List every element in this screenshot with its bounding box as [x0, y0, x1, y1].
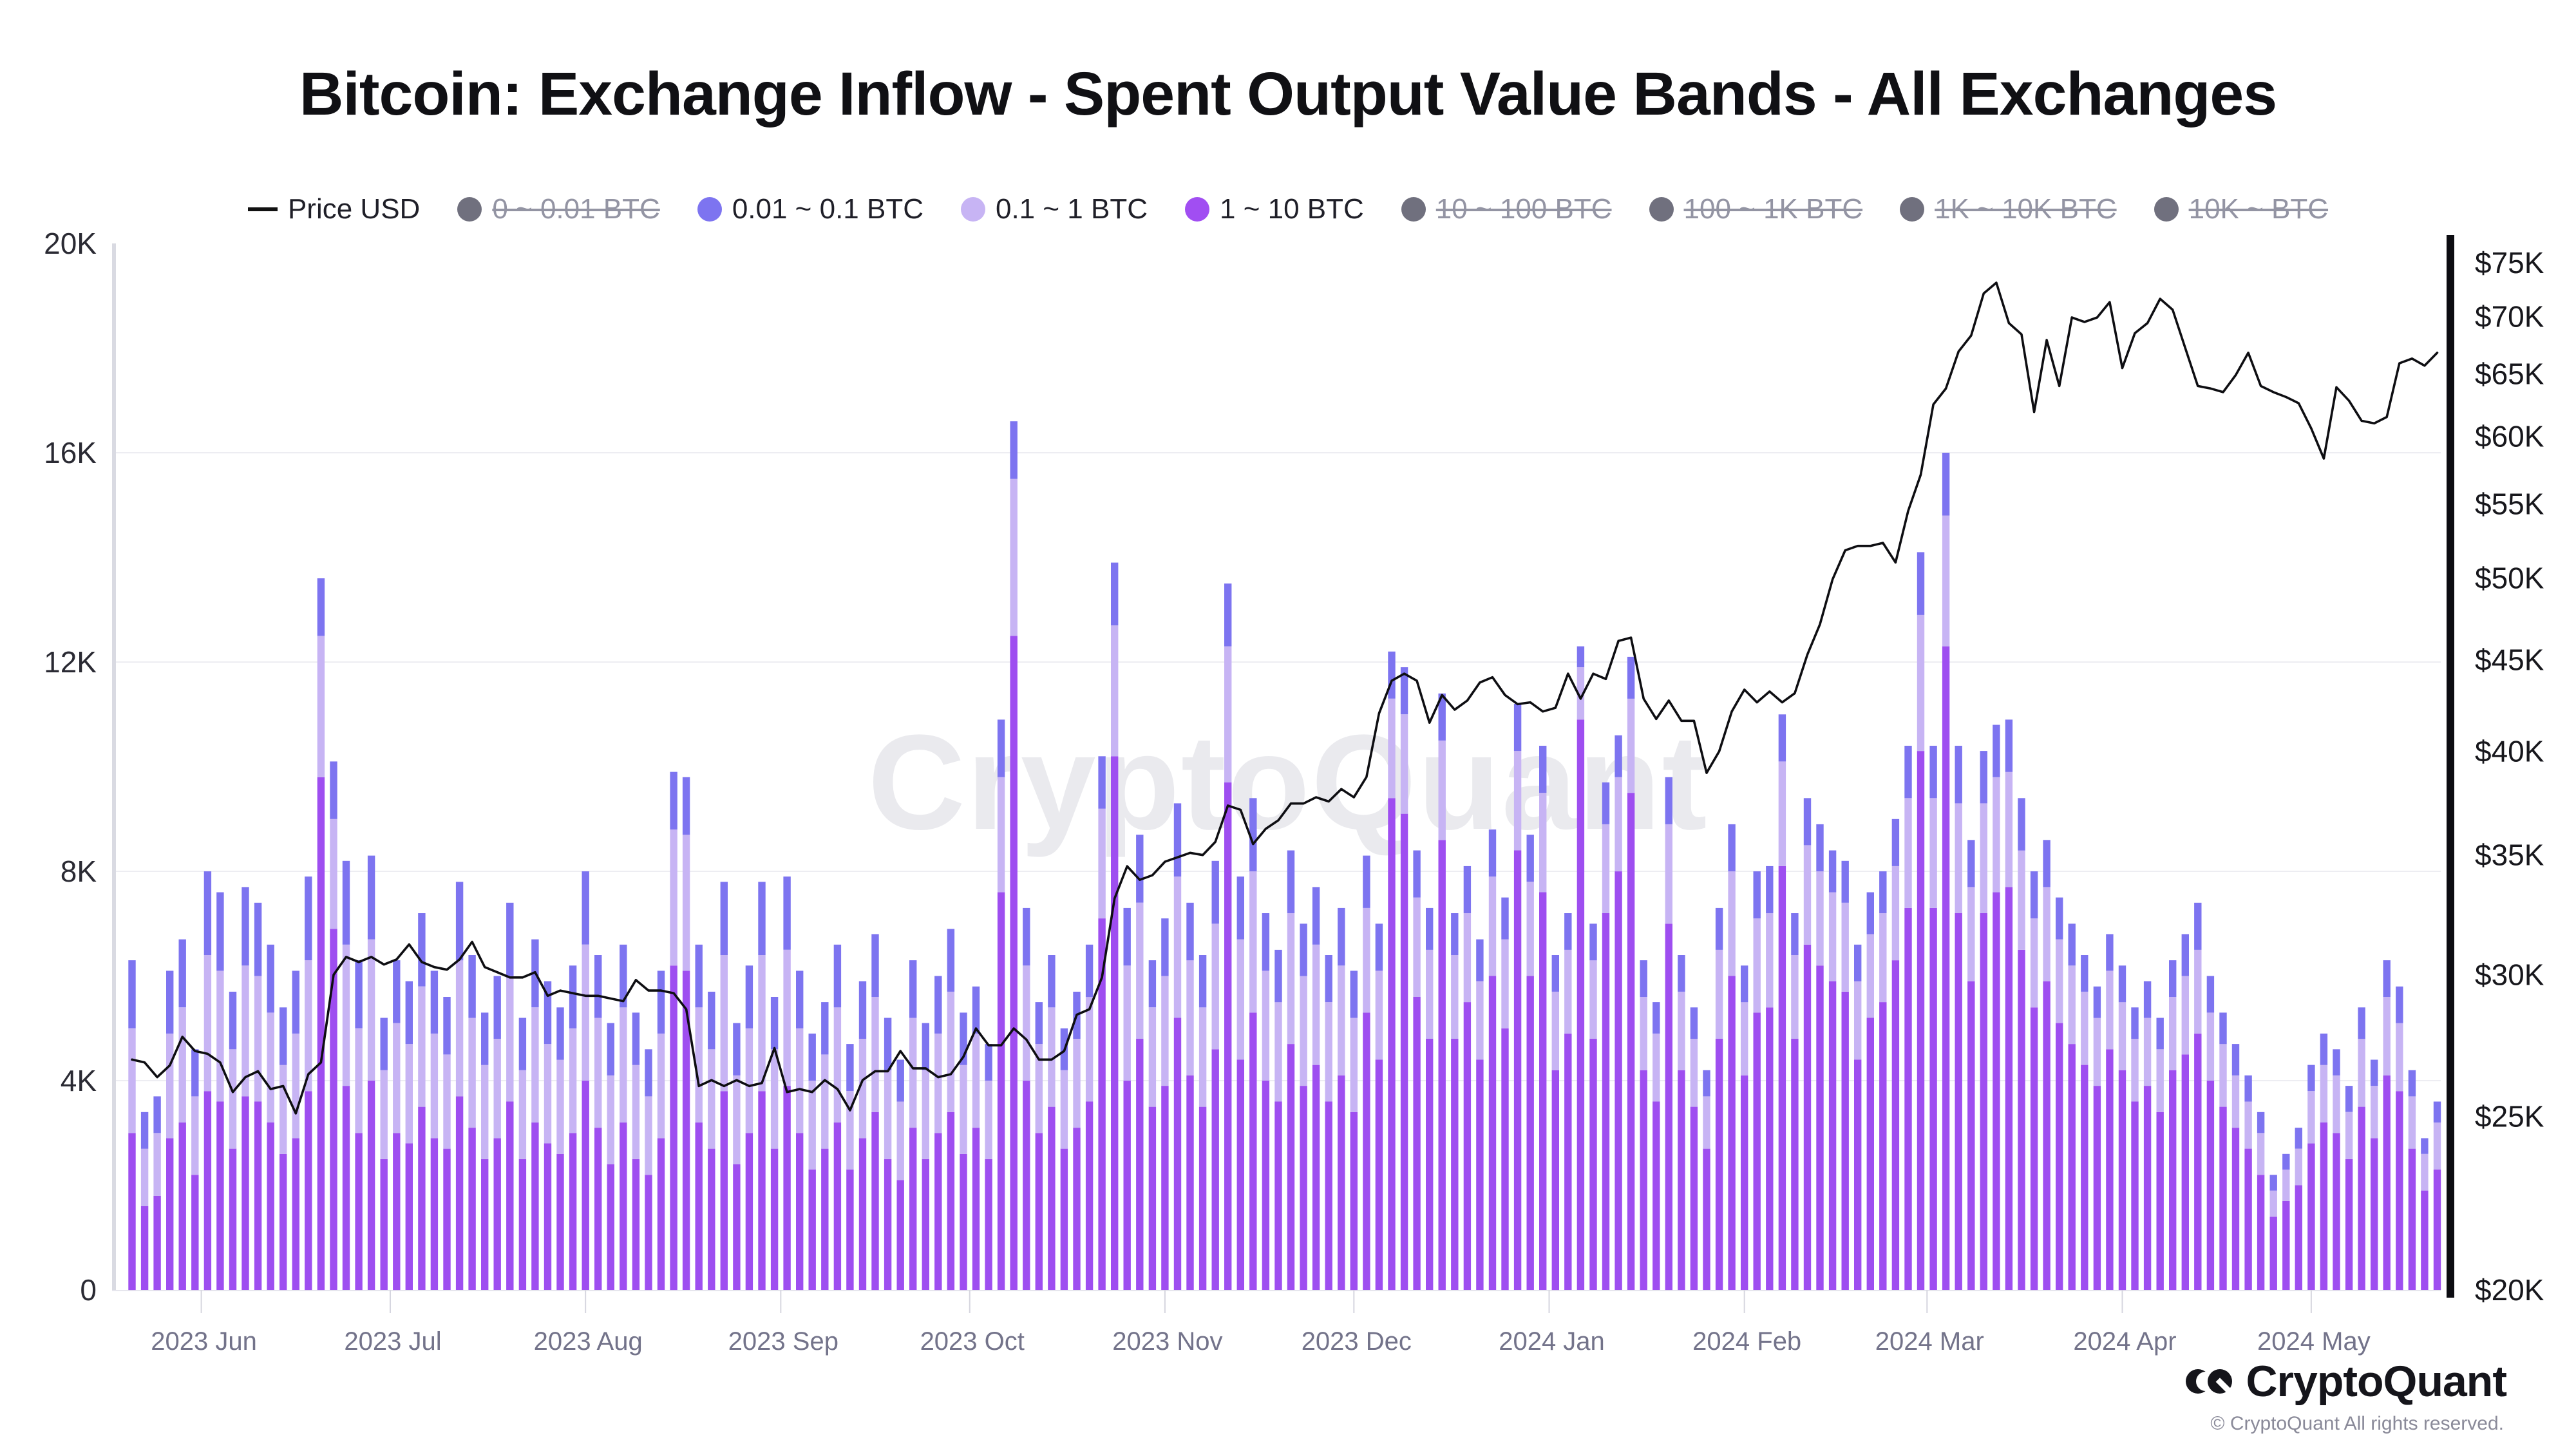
- svg-text:$50K: $50K: [2475, 561, 2544, 594]
- legend-item-2[interactable]: 0.1 ~ 1 BTC: [960, 193, 1148, 225]
- legend-label: 0.01 ~ 0.1 BTC: [732, 193, 923, 225]
- svg-text:2023 Jul: 2023 Jul: [344, 1327, 441, 1356]
- legend-label: 100 ~ 1K BTC: [1683, 193, 1863, 225]
- svg-text:4K: 4K: [61, 1064, 97, 1097]
- svg-text:2023 Aug: 2023 Aug: [534, 1327, 643, 1356]
- svg-text:2023 Jun: 2023 Jun: [151, 1327, 257, 1356]
- price-line[interactable]: [131, 281, 2439, 1115]
- svg-text:2024 Jan: 2024 Jan: [1499, 1327, 1605, 1356]
- svg-text:2023 Nov: 2023 Nov: [1112, 1327, 1222, 1356]
- footer: CryptoQuant © CryptoQuant All rights res…: [2185, 1356, 2507, 1435]
- svg-text:$25K: $25K: [2475, 1100, 2544, 1133]
- legend-label: Price USD: [287, 193, 421, 225]
- svg-text:0: 0: [80, 1273, 97, 1307]
- svg-text:$45K: $45K: [2475, 643, 2544, 676]
- svg-text:$55K: $55K: [2475, 487, 2544, 520]
- svg-text:$70K: $70K: [2475, 299, 2544, 333]
- left-axis-labels: 0 4K 8K 12K 16K 20K: [44, 227, 97, 1307]
- legend-label: 1 ~ 10 BTC: [1220, 193, 1364, 225]
- svg-text:$20K: $20K: [2475, 1273, 2544, 1307]
- svg-text:20K: 20K: [44, 227, 97, 260]
- legend-item-4[interactable]: 10 ~ 100 BTC: [1401, 193, 1612, 225]
- legend-item-0[interactable]: 0 ~ 0.01 BTC: [457, 193, 660, 225]
- legend-dot-icon: [2154, 197, 2179, 222]
- legend-item-1[interactable]: 0.01 ~ 0.1 BTC: [697, 193, 923, 225]
- svg-text:$40K: $40K: [2475, 735, 2544, 768]
- svg-text:$30K: $30K: [2475, 958, 2544, 992]
- svg-text:16K: 16K: [44, 436, 97, 469]
- svg-text:2024 May: 2024 May: [2257, 1327, 2371, 1356]
- legend-item-5[interactable]: 100 ~ 1K BTC: [1649, 193, 1863, 225]
- legend-label: 0.1 ~ 1 BTC: [995, 193, 1148, 225]
- svg-text:2023 Oct: 2023 Oct: [920, 1327, 1025, 1356]
- legend-dot-icon: [1401, 197, 1426, 222]
- legend-dot-icon: [1649, 197, 1674, 222]
- legend-label: 10K ~ BTC: [2188, 193, 2329, 225]
- legend-item-3[interactable]: 1 ~ 10 BTC: [1185, 193, 1364, 225]
- left-axis-line: [112, 243, 116, 1290]
- brand-name: CryptoQuant: [2246, 1357, 2507, 1406]
- legend-dot-icon: [1185, 197, 1209, 222]
- x-axis: 2023 Jun 2023 Jul 2023 Aug 2023 Sep 2023 Oct…: [151, 1290, 2371, 1356]
- legend-item-7[interactable]: 10K ~ BTC: [2154, 193, 2328, 225]
- copyright-text: © CryptoQuant All rights reserved.: [2210, 1413, 2504, 1434]
- svg-text:$60K: $60K: [2475, 419, 2544, 453]
- series-0-1-1-btc[interactable]: [128, 478, 2441, 1217]
- legend-dot-icon: [960, 197, 985, 222]
- legend: Price USD 0 ~ 0.01 BTC 0.01 ~ 0.1 BTC 0.1 ~…: [0, 193, 2576, 225]
- right-axis-labels: $20K $25K $30K $35K $40K $45K $50K $55K $60K $65K…: [2475, 246, 2544, 1307]
- legend-item-6[interactable]: 1K ~ 10K BTC: [1900, 193, 2117, 225]
- legend-label: 1K ~ 10K BTC: [1935, 193, 2117, 225]
- legend-item-price[interactable]: Price USD: [247, 193, 421, 225]
- svg-text:$35K: $35K: [2475, 838, 2544, 872]
- legend-label: 10 ~ 100 BTC: [1435, 193, 1612, 225]
- legend-dot-icon: [697, 197, 722, 222]
- page-title: Bitcoin: Exchange Inflow - Spent Output …: [299, 60, 2277, 128]
- series-0-01-0-1-btc[interactable]: [128, 421, 2441, 1191]
- svg-text:2024 Mar: 2024 Mar: [1875, 1327, 1984, 1356]
- series-1-10-btc[interactable]: [128, 636, 2441, 1291]
- svg-text:$65K: $65K: [2475, 357, 2544, 391]
- svg-text:2023 Dec: 2023 Dec: [1302, 1327, 1412, 1356]
- svg-text:2024 Apr: 2024 Apr: [2073, 1327, 2176, 1356]
- price-line-swatch: [247, 207, 278, 211]
- svg-text:$75K: $75K: [2475, 246, 2544, 279]
- svg-text:2024 Feb: 2024 Feb: [1692, 1327, 1801, 1356]
- legend-dot-icon: [1900, 197, 1925, 222]
- cryptoquant-logo-icon: [2186, 1369, 2233, 1395]
- svg-text:8K: 8K: [61, 855, 97, 888]
- svg-text:2023 Sep: 2023 Sep: [728, 1327, 838, 1356]
- svg-text:12K: 12K: [44, 645, 97, 679]
- legend-label: 0 ~ 0.01 BTC: [492, 193, 660, 225]
- legend-dot-icon: [457, 197, 482, 222]
- right-axis-line: [2447, 235, 2454, 1298]
